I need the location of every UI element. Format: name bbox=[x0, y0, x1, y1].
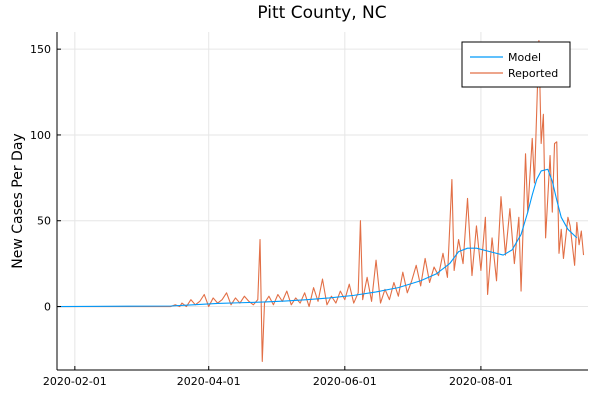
x-tick-label: 2020-04-01 bbox=[177, 375, 241, 388]
y-tick-label: 50 bbox=[37, 215, 51, 228]
y-tick-label: 150 bbox=[30, 43, 51, 56]
y-tick-label: 100 bbox=[30, 129, 51, 142]
legend-label-model: Model bbox=[508, 51, 541, 64]
chart-title: Pitt County, NC bbox=[257, 3, 386, 23]
legend-box bbox=[461, 41, 571, 88]
series-line-reported bbox=[57, 40, 585, 362]
data-layer bbox=[56, 40, 585, 362]
y-axis-label: New Cases Per Day bbox=[10, 133, 26, 268]
legend: Model Reported bbox=[461, 41, 571, 88]
x-tick-label: 2020-02-01 bbox=[43, 375, 107, 388]
y-tick-label: 0 bbox=[44, 301, 51, 314]
series-line-model bbox=[56, 168, 578, 308]
legend-label-reported: Reported bbox=[508, 67, 558, 80]
tick-layer: 2020-02-01 2020-04-01 2020-06-01 2020-08-01… bbox=[30, 43, 513, 388]
x-tick-label: 2020-06-01 bbox=[313, 375, 377, 388]
x-tick-label: 2020-08-01 bbox=[449, 375, 513, 388]
axis-layer bbox=[56, 32, 588, 371]
